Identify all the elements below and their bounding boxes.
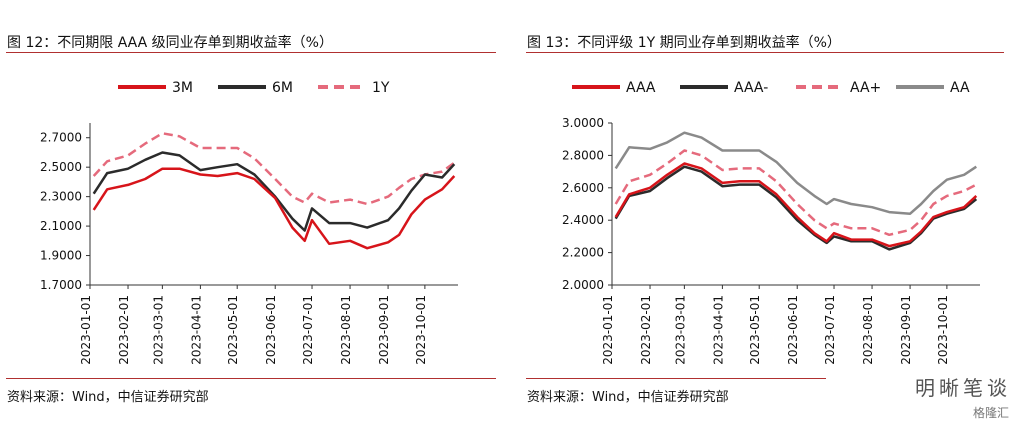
watermark-platform: 格隆汇 [972, 406, 1009, 420]
y-tick-label: 3.0000 [562, 116, 604, 130]
y-tick-label: 2.6000 [562, 181, 604, 195]
source-note: 资料来源：Wind，中信证券研究部 [7, 390, 209, 405]
legend-label: 6M [272, 80, 293, 96]
title-rule [526, 52, 1004, 53]
series-line-6M [92, 151, 456, 232]
x-tick-label: 2023-09-01 [377, 295, 391, 365]
series-line-AA [614, 131, 977, 215]
source-note: 资料来源：Wind，中信证券研究部 [527, 390, 729, 405]
source-rule [6, 378, 496, 379]
y-tick-label: 2.0000 [562, 278, 604, 292]
y-tick-label: 2.2000 [562, 246, 604, 260]
y-tick-label: 2.3000 [40, 190, 82, 204]
y-tick-label: 2.8000 [562, 148, 604, 162]
right-panel: 图 13：不同评级 1Y 期同业存单到期收益率（%） AAA AAA- AA+ AA 2… [520, 0, 1017, 430]
x-tick-label: 2023-08-01 [339, 295, 353, 365]
x-tick-label: 2023-06-01 [264, 295, 278, 365]
y-tick-label: 2.5000 [40, 160, 82, 174]
x-tick-label: 2023-05-01 [748, 295, 762, 365]
x-tick-label: 2023-03-01 [673, 295, 687, 365]
y-tick-label: 1.9000 [40, 249, 82, 263]
x-tick-label: 2023-07-01 [301, 295, 315, 365]
x-tick-label: 2023-03-01 [151, 295, 165, 365]
legend-label: 3M [172, 80, 193, 96]
x-tick-label: 2023-08-01 [861, 295, 875, 365]
x-tick-label: 2023-10-01 [936, 295, 950, 365]
y-tick-label: 1.7000 [40, 278, 82, 292]
watermark-name: 明晰笔谈 [915, 376, 1011, 400]
x-tick-label: 2023-09-01 [899, 295, 913, 365]
legend-label: AA [950, 80, 970, 96]
x-tick-label: 2023-01-01 [79, 295, 93, 365]
x-tick-label: 2023-05-01 [226, 295, 240, 365]
chart-title: 图 13：不同评级 1Y 期同业存单到期收益率（%） [527, 35, 841, 51]
chart-right: AAA AAA- AA+ AA 2.0000 2.2000 2.4000 2.6000 2.80… [562, 80, 980, 365]
x-tick-label: 2023-07-01 [823, 295, 837, 365]
series-line-AA+ [614, 149, 977, 237]
chart-title: 图 12：不同期限 AAA 级同业存单到期收益率（%） [7, 35, 333, 51]
x-tick-label: 2023-02-01 [117, 295, 131, 365]
series-line-1Y [92, 132, 456, 206]
left-panel: 图 12：不同期限 AAA 级同业存单到期收益率（%） 3M 6M 1Y 1.7000… [0, 0, 500, 430]
x-tick-label: 2023-04-01 [189, 295, 203, 365]
chart-left: 3M 6M 1Y 1.7000 1.9000 2.1000 2.3000 2.5000 2.70… [40, 80, 458, 365]
x-tick-label: 2023-10-01 [414, 295, 428, 365]
x-tick-label: 2023-02-01 [639, 295, 653, 365]
x-tick-label: 2023-04-01 [711, 295, 725, 365]
series-line-AAA- [614, 165, 978, 251]
y-tick-label: 2.1000 [40, 219, 82, 233]
x-tick-label: 2023-01-01 [601, 295, 615, 365]
title-rule [6, 52, 496, 53]
y-tick-label: 2.7000 [40, 131, 82, 145]
legend-label: AAA- [734, 80, 768, 96]
legend-label: AA+ [850, 80, 881, 96]
x-tick-label: 2023-06-01 [786, 295, 800, 365]
y-tick-label: 2.4000 [562, 213, 604, 227]
source-rule [526, 378, 826, 379]
series-line-3M [92, 167, 456, 250]
legend-label: 1Y [372, 80, 390, 96]
legend-label: AAA [626, 80, 656, 96]
series-line-AAA [614, 162, 978, 248]
